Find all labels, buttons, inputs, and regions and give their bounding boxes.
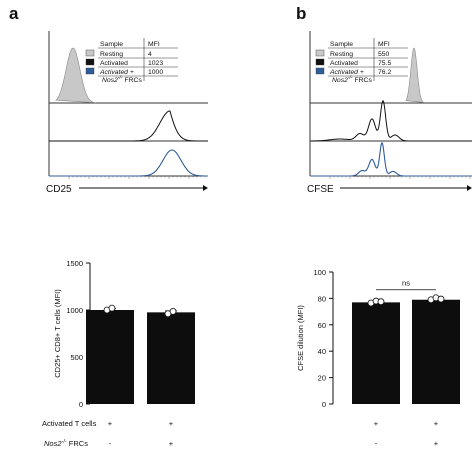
nos2-histogram-a — [49, 149, 208, 177]
activated-histogram-a — [49, 110, 208, 142]
data-point-1-1-2 — [437, 295, 445, 303]
y-tick-label-0-1: 500 — [70, 353, 83, 362]
histogram-arrowhead-a — [203, 185, 208, 191]
legend-swatch-b-0 — [315, 49, 325, 57]
y-tick-label-0-3: 1500 — [66, 259, 83, 268]
legend-swatch-a-0 — [85, 49, 95, 57]
legend-label-a-1: Activated — [100, 60, 128, 67]
bar-0-1 — [147, 312, 195, 404]
condition-row-activated-label: Activated T cells — [42, 419, 97, 428]
bar-1-0 — [352, 302, 400, 404]
condition-row-nos2-label: Nos2-/- FRCs — [44, 439, 88, 448]
condition-suffix: FRCs — [67, 439, 88, 448]
condition-b-nos2-mark-1: + — [434, 439, 439, 448]
legend-gene-superscript: -/- — [118, 75, 123, 81]
condition-gene-name: Nos2 — [44, 439, 62, 448]
panel-letter-a: a — [9, 4, 19, 23]
y-tick-label-1-5: 100 — [313, 268, 326, 277]
condition-b-activated-mark-0: + — [374, 419, 379, 428]
y-tick-label-1-3: 60 — [318, 321, 326, 330]
significance-label: ns — [402, 279, 410, 288]
condition-b-activated-mark-1: + — [434, 419, 439, 428]
y-tick-label-1-2: 40 — [318, 347, 326, 356]
y-tick-label-0-0: 0 — [79, 400, 83, 409]
condition-row-nos2-mark-1: + — [169, 439, 174, 448]
legend-swatch-b-1 — [315, 58, 325, 66]
condition-gene-superscript: -/- — [62, 439, 67, 445]
legend-label-a-0: Resting — [100, 51, 123, 58]
legend-label-suffix: FRCs — [123, 77, 143, 84]
legend-label-b-0: Resting — [330, 51, 353, 58]
legend-label-a-2: Activated + — [99, 69, 134, 76]
legend-mfi-b-2: 76.2 — [378, 69, 391, 76]
histogram-arrowhead-b — [467, 185, 472, 191]
bar-0-0 — [86, 310, 134, 404]
legend-gene-name: Nos2 — [332, 77, 348, 84]
legend-swatch-b-2 — [315, 67, 325, 75]
legend-label2-b-2: Nos2-/- FRCs — [332, 75, 372, 84]
histogram-xlabel-a: CD25 — [46, 184, 72, 195]
legend-label-suffix: FRCs — [353, 77, 373, 84]
legend-mfi-a-1: 1023 — [148, 60, 163, 67]
legend-mfi-a-0: 4 — [148, 51, 152, 58]
y-tick-label-0-2: 1000 — [66, 306, 83, 315]
legend-mfi-a-2: 1000 — [148, 69, 163, 76]
nos2-histogram-b — [310, 141, 472, 177]
condition-row-activated-mark-0: + — [108, 419, 113, 428]
legend-header-sample-b: Sample — [330, 41, 353, 48]
condition-row-activated-mark-1: + — [169, 419, 174, 428]
y-axis-label-1: CFSE dilution (MFI) — [296, 305, 305, 371]
activated-histogram-b — [310, 99, 472, 142]
resting-histogram-a — [55, 47, 97, 104]
y-axis-label-0: CD25+ CD8+ T cells (MFI) — [53, 289, 62, 378]
legend-swatch-a-1 — [85, 58, 95, 66]
legend-header-mfi-a: MFI — [148, 41, 160, 48]
legend-gene-name: Nos2 — [102, 77, 118, 84]
histogram-xlabel-b: CFSE — [307, 184, 334, 195]
y-tick-label-1-1: 20 — [318, 374, 326, 383]
y-tick-label-1-4: 80 — [318, 294, 326, 303]
legend-label-b-2: Activated + — [329, 69, 364, 76]
bar-1-1 — [412, 299, 460, 404]
legend-label-b-1: Activated — [330, 60, 358, 67]
legend-label2-a-2: Nos2-/- FRCs — [102, 75, 142, 84]
condition-b-nos2-mark-0: - — [375, 439, 378, 448]
panel-letter-b: b — [296, 4, 307, 23]
condition-row-nos2-mark-0: - — [109, 439, 112, 448]
data-point-1-0-2 — [377, 298, 385, 306]
data-point-0-1-1 — [169, 308, 177, 315]
legend-swatch-a-2 — [85, 67, 95, 75]
y-tick-label-1-0: 0 — [322, 400, 326, 409]
legend-header-sample-a: Sample — [100, 41, 123, 48]
data-point-0-0-1 — [108, 304, 116, 312]
legend-mfi-b-1: 75.5 — [378, 60, 391, 67]
legend-gene-superscript: -/- — [348, 75, 353, 81]
resting-histogram-b — [405, 47, 425, 103]
legend-mfi-b-0: 550 — [378, 51, 390, 58]
legend-header-mfi-b: MFI — [378, 41, 390, 48]
